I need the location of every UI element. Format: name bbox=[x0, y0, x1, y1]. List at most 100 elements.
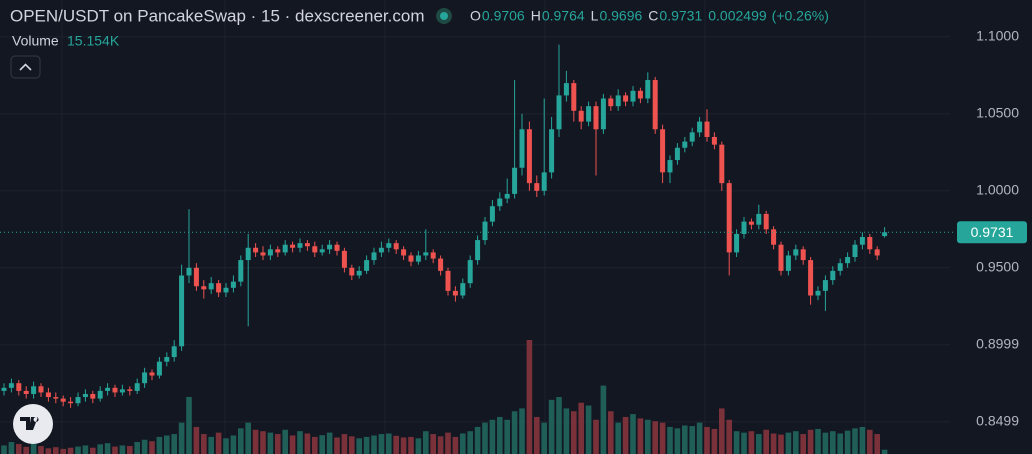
volume-bar bbox=[393, 435, 399, 454]
candle-body bbox=[82, 393, 88, 398]
candle-body bbox=[223, 287, 229, 293]
volume-bar bbox=[408, 436, 414, 454]
volume-bar bbox=[127, 446, 133, 454]
volume-bar bbox=[230, 435, 237, 454]
candle-body bbox=[719, 144, 725, 184]
volume-bar bbox=[171, 434, 177, 454]
candle-body bbox=[401, 249, 407, 256]
collapse-button[interactable] bbox=[10, 55, 41, 79]
candle-body bbox=[1, 387, 7, 391]
volume-bar bbox=[363, 436, 370, 454]
y-tick-label: 1.0000 bbox=[976, 182, 1019, 198]
ohlc-value: 0.9696 bbox=[599, 8, 642, 24]
volume-bar bbox=[800, 434, 806, 454]
candle-body bbox=[430, 252, 436, 259]
candle-body bbox=[230, 281, 236, 288]
volume-bar bbox=[97, 444, 103, 454]
volume-bar bbox=[201, 434, 207, 454]
candle-body bbox=[452, 290, 458, 296]
volume-bar bbox=[534, 416, 540, 454]
volume-bar bbox=[489, 419, 496, 454]
volume-bar bbox=[645, 419, 651, 454]
volume-bar bbox=[874, 434, 880, 454]
candle-body bbox=[327, 244, 333, 250]
volume-bar bbox=[711, 428, 718, 454]
candle-body bbox=[216, 283, 222, 293]
candle-body bbox=[652, 80, 658, 130]
volume-bar bbox=[482, 422, 488, 454]
candle-body bbox=[112, 387, 118, 393]
volume-bar bbox=[815, 428, 821, 454]
candle-body bbox=[874, 249, 880, 256]
candle-body bbox=[519, 129, 525, 168]
candle-body bbox=[830, 270, 836, 281]
candle-body bbox=[282, 244, 288, 253]
candle-body bbox=[16, 383, 22, 391]
volume-bar bbox=[867, 429, 873, 454]
volume-bar bbox=[378, 434, 385, 454]
candle-body bbox=[371, 252, 377, 261]
volume-bar bbox=[719, 408, 725, 454]
volume-bar bbox=[8, 442, 15, 454]
volume-bar bbox=[289, 435, 296, 454]
candle-body bbox=[134, 383, 140, 391]
candle-body bbox=[859, 237, 865, 245]
volume-bar bbox=[785, 432, 792, 454]
volume-bar bbox=[770, 433, 777, 454]
volume-bar bbox=[704, 426, 710, 454]
candle-body bbox=[60, 398, 66, 402]
volume-bar bbox=[341, 434, 348, 454]
volume-bar bbox=[215, 432, 222, 454]
candle-body bbox=[119, 389, 125, 393]
candle-body bbox=[156, 361, 162, 376]
volume-bar bbox=[186, 397, 192, 454]
volume-bar bbox=[60, 448, 66, 454]
candle-body bbox=[726, 183, 732, 253]
volume-bar bbox=[504, 419, 510, 454]
volume-bar bbox=[282, 429, 288, 454]
volume-bar bbox=[630, 414, 636, 454]
candle-body bbox=[341, 250, 347, 268]
candle-body bbox=[489, 206, 495, 222]
candle-body bbox=[378, 247, 384, 253]
candle-body bbox=[734, 233, 740, 253]
volume-bar bbox=[267, 432, 274, 454]
volume-bar bbox=[415, 438, 422, 454]
last-price-label: 0.9731 bbox=[971, 224, 1014, 240]
candle-body bbox=[526, 129, 532, 184]
collapse-icon bbox=[19, 63, 32, 71]
tv-logo-mark bbox=[20, 417, 39, 430]
candle-body bbox=[697, 121, 703, 133]
last-price-box bbox=[957, 221, 1027, 244]
candle-body bbox=[504, 193, 510, 199]
volume-bar bbox=[830, 431, 836, 454]
candle-body bbox=[53, 397, 59, 399]
candle-body bbox=[637, 90, 643, 99]
volume-bar bbox=[67, 447, 74, 454]
volume-bar bbox=[667, 426, 673, 454]
volume-bar bbox=[778, 434, 784, 454]
volume-bar bbox=[223, 438, 229, 454]
volume-bar bbox=[600, 385, 607, 454]
candle-body bbox=[8, 383, 14, 388]
volume-bar bbox=[511, 411, 518, 454]
volume-bar bbox=[733, 431, 740, 454]
volume-bar bbox=[571, 411, 577, 454]
change-value: 0.002499 bbox=[708, 8, 767, 24]
volume-bar bbox=[659, 422, 666, 454]
candle-body bbox=[667, 160, 673, 173]
candle-body bbox=[549, 129, 555, 173]
y-tick-label: 1.0500 bbox=[976, 105, 1019, 121]
volume-bar bbox=[275, 434, 281, 454]
candle-body bbox=[275, 249, 281, 253]
volume-bar bbox=[837, 433, 843, 454]
volume-value: 15.154K bbox=[67, 33, 120, 49]
candle-body bbox=[711, 136, 717, 145]
volume-bar bbox=[615, 422, 621, 454]
candle-body bbox=[238, 260, 244, 282]
volume-bar bbox=[23, 446, 29, 454]
candle-body bbox=[23, 390, 29, 394]
volume-bar bbox=[112, 446, 118, 454]
